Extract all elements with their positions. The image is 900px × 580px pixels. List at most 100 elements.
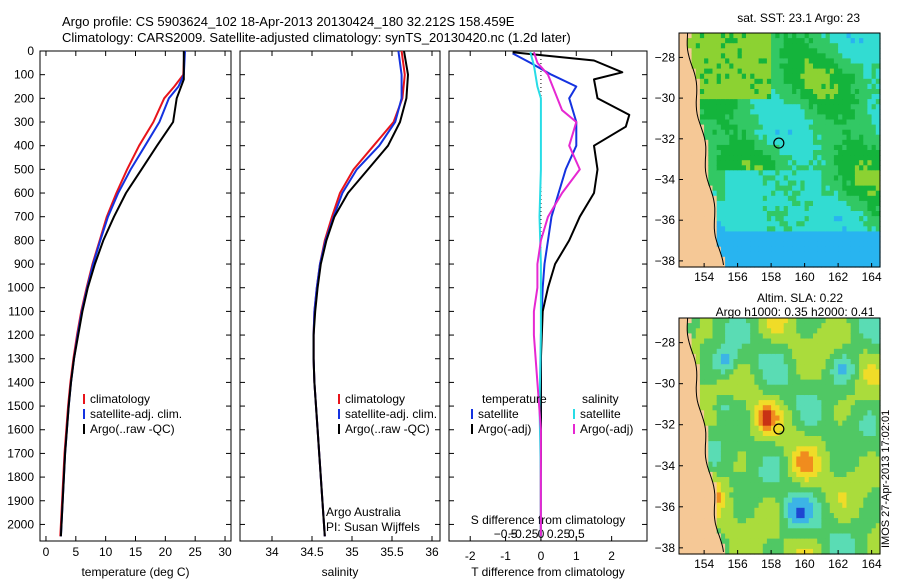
sla-map-cell [737, 425, 743, 432]
sla-map-cell [871, 338, 877, 345]
sst-map-cell [725, 185, 730, 192]
sla-map-cell [825, 456, 831, 463]
sst-map-cell [796, 236, 802, 243]
sla-map-cell [825, 471, 831, 478]
sla-map-cell [833, 487, 839, 493]
sst-map-cell [716, 175, 722, 182]
sst-map-cell [854, 124, 860, 131]
sla-map-cell [842, 333, 848, 340]
sst-map-cell [720, 256, 726, 263]
sla-map-cell [699, 533, 705, 540]
sst-map-cell [859, 48, 864, 54]
sst-map-cell [829, 99, 835, 105]
sst-map-cell [846, 38, 852, 44]
sst-map-cell [691, 48, 697, 54]
sla-map-cell [746, 451, 751, 458]
sst-map-cell [754, 144, 760, 151]
sla-map-cell [679, 359, 684, 365]
sst-map-cell [720, 144, 726, 151]
sst-map-cell [716, 261, 722, 268]
sst-map-cell [712, 170, 718, 176]
sst-map-cell [829, 170, 835, 176]
sst-map-cell [699, 89, 705, 95]
sst-map-cell [687, 226, 693, 232]
sla-map-cell [808, 415, 814, 422]
sla-map-cell [758, 318, 764, 324]
sla-map-cell [854, 471, 860, 478]
sla-map-cell [737, 533, 743, 540]
sst-map-cell [683, 139, 688, 146]
sst-map-cell [712, 200, 718, 207]
sla-map-cell [863, 436, 869, 442]
sst-map-cell [800, 139, 806, 146]
sst-map-cell [704, 246, 709, 253]
sst-map-cell [863, 124, 869, 131]
sst-map-cell [720, 236, 726, 243]
sst-map-cell [871, 114, 877, 121]
sla-map-cell [842, 436, 848, 442]
sla-map-cell [821, 405, 827, 411]
sla-map-cell [679, 420, 684, 427]
sst-map-cell [729, 190, 735, 197]
sst-map-cell [720, 221, 726, 227]
sla-map-cell [800, 436, 806, 442]
sst-map-cell [829, 139, 835, 146]
sla-map-cell [687, 384, 693, 391]
sla-map-cell [699, 507, 705, 514]
sst-map-cell [838, 48, 843, 54]
sla-map-cell [817, 410, 822, 416]
sla-map-cell [863, 384, 869, 391]
sla-map-cell [871, 523, 877, 529]
sst-map-cell [766, 129, 772, 136]
sla-map-cell [846, 364, 852, 370]
sla-map-cell [783, 328, 789, 334]
sst-map-cell [871, 195, 877, 202]
sla-map-cell [863, 543, 869, 550]
sla-map-cell [825, 323, 831, 329]
sla-map-cell [712, 410, 718, 416]
sst-map-cell [704, 170, 709, 176]
sst-map-cell [720, 73, 726, 80]
sla-map-cell [850, 482, 856, 488]
sst-map-cell [708, 43, 714, 49]
sla-map-xtick-label: 158 [761, 557, 781, 571]
sla-map-cell [683, 513, 688, 519]
sst-map-cell [813, 155, 818, 161]
sla-map-cell [746, 400, 751, 406]
sst-map-cell [712, 58, 718, 65]
sst-map-cell [792, 43, 797, 49]
sst-map-cell [821, 129, 827, 136]
sla-map-cell [704, 430, 709, 437]
sst-map-cell [699, 104, 705, 110]
sla-map-cell [854, 543, 860, 550]
sst-map-cell [842, 180, 848, 187]
sla-map-cell [859, 343, 864, 350]
sla-map-cell [687, 456, 693, 463]
sst-map-cell [783, 48, 789, 54]
sla-map-cell [817, 461, 822, 468]
sst-map-cell [716, 195, 722, 202]
sla-map-cell [846, 538, 852, 545]
sla-map-cell [779, 471, 785, 478]
sla-map-cell [863, 471, 869, 478]
sla-map-cell [720, 497, 726, 504]
sla-map-cell [813, 502, 818, 509]
temp-ytick-label: 1000 [7, 281, 34, 295]
sla-map-cell [796, 446, 802, 452]
sst-map-cell [800, 68, 806, 75]
sla-map-cell [804, 323, 810, 329]
sst-map-cell [854, 109, 860, 115]
sst-map-cell [725, 119, 730, 126]
sst-map-cell [725, 211, 730, 217]
sla-map-cell [808, 369, 814, 375]
sla-map-cell [750, 430, 755, 437]
sla-map-cell [838, 543, 843, 550]
sst-map-cell [699, 190, 705, 197]
sla-map-cell [808, 543, 814, 550]
sla-map-cell [838, 400, 843, 406]
sla-map-cell [699, 333, 705, 340]
sst-map-cell [699, 160, 705, 166]
temp-ytick-label: 500 [14, 162, 34, 176]
sla-map-cell [712, 374, 718, 381]
sla-map-cell [875, 348, 881, 355]
